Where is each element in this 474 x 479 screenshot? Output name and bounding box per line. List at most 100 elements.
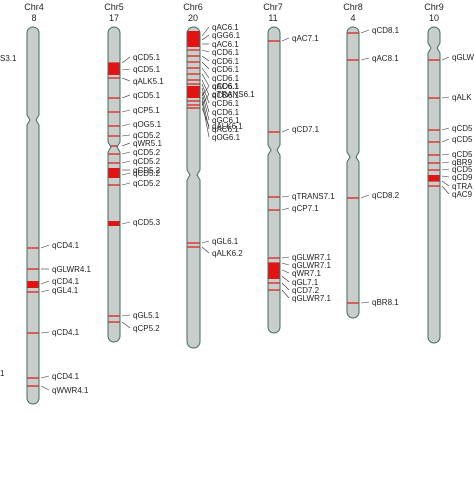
qtl-leader-line bbox=[360, 57, 370, 61]
qtl-label: qAC9 bbox=[452, 190, 473, 199]
qtl-label: qCD6.1 bbox=[212, 99, 240, 108]
qtl-leader-line bbox=[441, 168, 450, 171]
qtl-leader-line bbox=[40, 331, 50, 334]
qtl-label: qWR7.1 bbox=[292, 269, 321, 278]
qtl-leader-line bbox=[201, 79, 210, 96]
qtl-band bbox=[108, 97, 120, 99]
qtl-block bbox=[187, 86, 200, 98]
chromosome-outline bbox=[186, 26, 201, 349]
qtl-leader-line bbox=[201, 34, 210, 41]
qtl-label: qGL6.1 bbox=[212, 237, 239, 246]
qtl-label: qCD6.1 bbox=[212, 91, 240, 100]
qtl-band bbox=[268, 289, 280, 291]
qtl-label: qCD5.2 bbox=[133, 169, 161, 178]
qtl-leader-line bbox=[201, 85, 210, 97]
chromosome-name: Chr4 bbox=[24, 2, 44, 12]
qtl-block bbox=[428, 175, 440, 181]
qtl-block bbox=[108, 168, 120, 178]
qtl-label: qALK5.1 bbox=[133, 77, 164, 86]
qtl-label: qWR5.1 bbox=[133, 139, 162, 148]
qtl-label: qGLWR7.1 bbox=[292, 294, 332, 303]
qtl-band bbox=[27, 332, 39, 334]
qtl-band bbox=[347, 59, 359, 61]
qtl-band bbox=[187, 55, 200, 57]
qtl-label: qCP5.2 bbox=[133, 324, 160, 333]
qtl-leader-line bbox=[441, 185, 450, 195]
qtl-band bbox=[108, 111, 120, 113]
chromosome-outline bbox=[346, 26, 360, 319]
qtl-band bbox=[428, 162, 440, 164]
qtl-band bbox=[108, 135, 120, 137]
qtl-band bbox=[187, 100, 200, 102]
qtl-leader-line bbox=[201, 240, 210, 244]
qtl-leader-line bbox=[281, 195, 290, 198]
qtl-label: qCD6.1 bbox=[212, 82, 240, 91]
qtl-block bbox=[108, 63, 120, 75]
qtl-label: qGLWR4.1 bbox=[52, 265, 92, 274]
qtl-label: qALK6.1 bbox=[212, 122, 243, 131]
qtl-leader-line bbox=[441, 153, 450, 156]
qtl-leader-line bbox=[441, 56, 450, 61]
qtl-band bbox=[347, 197, 359, 199]
qtl-label: qCD5.3 bbox=[133, 218, 161, 227]
qtl-leader-line bbox=[201, 83, 210, 104]
qtl-leader-line bbox=[441, 96, 450, 99]
qtl-leader-line bbox=[281, 269, 290, 274]
qtl-leader-line bbox=[121, 94, 131, 99]
qtl-label: qAC6.1 bbox=[212, 125, 239, 134]
qtl-leader-line bbox=[201, 107, 210, 127]
qtl-band bbox=[268, 282, 280, 284]
qtl-leader-line bbox=[121, 321, 131, 329]
qtl-label: qGLW bbox=[452, 53, 474, 62]
chromosome-outline bbox=[267, 26, 281, 334]
chromosome-name: Chr6 bbox=[183, 2, 203, 12]
qtl-band bbox=[428, 185, 440, 187]
qtl-label: qGC6.1 bbox=[212, 116, 240, 125]
qtl-leader-line bbox=[281, 128, 290, 133]
qtl-leader-line bbox=[281, 37, 290, 42]
partial-label: S3.1 bbox=[0, 54, 17, 63]
qtl-leader-line bbox=[441, 175, 450, 178]
qtl-leader-line bbox=[201, 55, 210, 62]
qtl-label: qCD6.1 bbox=[212, 74, 240, 83]
qtl-leader-line bbox=[121, 77, 131, 82]
qtl-leader-line bbox=[441, 127, 450, 131]
qtl-label: qCD7.1 bbox=[292, 125, 320, 134]
chromosome-outline bbox=[427, 26, 441, 344]
qtl-band bbox=[187, 83, 200, 85]
qtl-band bbox=[268, 257, 280, 259]
qtl-label: qCD5.2 bbox=[133, 179, 161, 188]
qtl-label: qAC8.1 bbox=[372, 54, 399, 63]
qtl-leader-line bbox=[121, 314, 131, 317]
qtl-band bbox=[347, 302, 359, 304]
qtl-leader-line bbox=[201, 96, 210, 130]
qtl-label: qGG6.1 bbox=[212, 31, 241, 40]
qtl-label: qGL4.1 bbox=[52, 286, 79, 295]
qtl-leader-line bbox=[281, 275, 290, 283]
qtl-band bbox=[187, 107, 200, 109]
qtl-band bbox=[27, 247, 39, 249]
qtl-band bbox=[187, 73, 200, 75]
qtl-block bbox=[108, 221, 120, 226]
qtl-label: qCD8.2 bbox=[372, 191, 400, 200]
qtl-leader-line bbox=[441, 138, 450, 143]
qtl-block bbox=[27, 281, 39, 288]
qtl-band bbox=[108, 162, 120, 164]
qtl-leader-line bbox=[201, 26, 210, 37]
qtl-bands bbox=[428, 59, 440, 187]
qtl-band bbox=[187, 61, 200, 63]
qtl-label: qCD5 bbox=[452, 150, 473, 159]
qtl-leader-line bbox=[121, 56, 131, 64]
qtl-count: 8 bbox=[31, 13, 36, 23]
qtl-label: qCD5.1 bbox=[133, 65, 161, 74]
qtl-leader-line bbox=[40, 375, 50, 379]
qtl-leader-line bbox=[201, 67, 210, 79]
qtl-band bbox=[428, 154, 440, 156]
qtl-label: qOG6.1 bbox=[212, 133, 241, 142]
qtl-bands bbox=[347, 32, 359, 304]
qtl-label: qCD5.2 bbox=[133, 148, 161, 157]
